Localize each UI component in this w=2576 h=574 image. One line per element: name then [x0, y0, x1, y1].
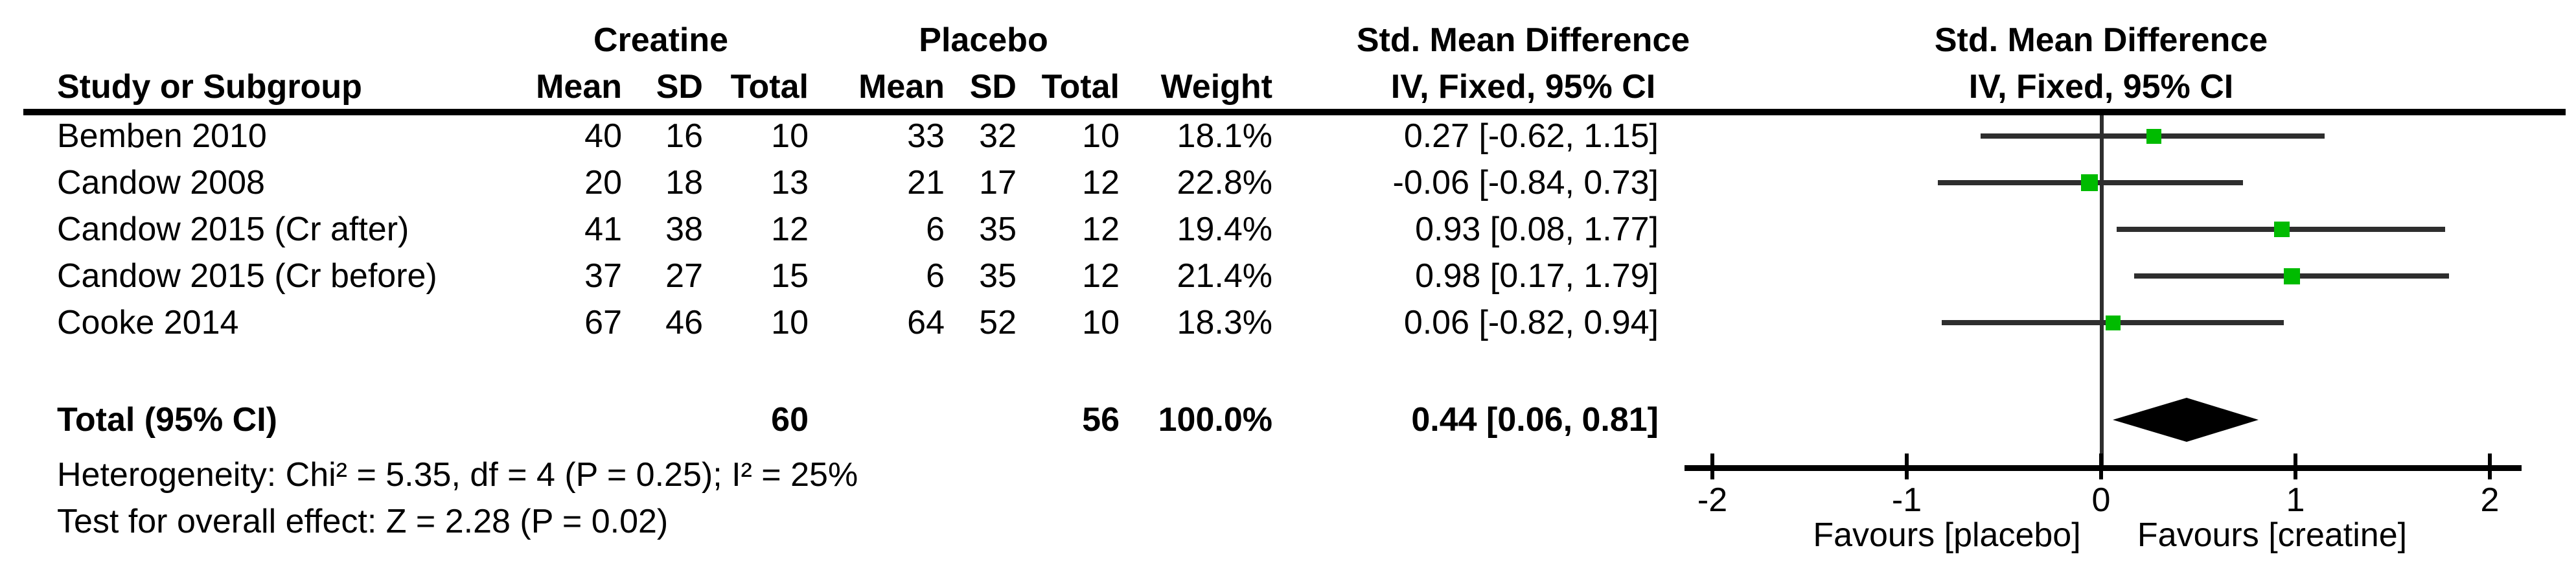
effect-estimate: 0.98 [0.17, 1.79] — [1415, 257, 1659, 295]
creatine-sd: 16 — [665, 117, 703, 155]
creatine-mean: 41 — [584, 211, 622, 248]
heterogeneity-stats: Heterogeneity: Chi² = 5.35, df = 4 (P = … — [57, 456, 858, 494]
weight-value: 18.3% — [1177, 304, 1272, 341]
x-axis-tick-label: 1 — [2286, 481, 2305, 519]
total-weight: 100.0% — [1158, 401, 1272, 439]
col-header-iv-text: IV, Fixed, 95% CI — [1390, 68, 1656, 106]
x-axis-line — [1685, 465, 2522, 471]
effect-square — [2081, 174, 2098, 191]
creatine-mean: 37 — [584, 257, 622, 295]
study-name: Candow 2015 (Cr after) — [57, 211, 409, 248]
placebo-mean: 6 — [926, 257, 945, 295]
placebo-total: 10 — [1082, 304, 1120, 341]
placebo-sd: 32 — [979, 117, 1017, 155]
smd-header-text-column: Std. Mean Difference — [1356, 21, 1690, 59]
study-name: Candow 2015 (Cr before) — [57, 257, 437, 295]
effect-estimate: -0.06 [-0.84, 0.73] — [1392, 164, 1659, 201]
col-header-placebo-mean: Mean — [858, 68, 945, 106]
placebo-sd: 35 — [979, 211, 1017, 248]
favours-left-label: Favours [placebo] — [1813, 516, 2081, 554]
total-creatine-n: 60 — [771, 401, 809, 439]
placebo-total: 12 — [1082, 164, 1120, 201]
effect-square — [2106, 316, 2121, 330]
placebo-sd: 35 — [979, 257, 1017, 295]
placebo-total: 12 — [1082, 257, 1120, 295]
zero-line — [2100, 115, 2104, 468]
creatine-total: 15 — [771, 257, 809, 295]
col-header-study: Study or Subgroup — [57, 68, 362, 106]
effect-square — [2274, 222, 2290, 237]
creatine-total: 10 — [771, 304, 809, 341]
overall-effect-test: Test for overall effect: Z = 2.28 (P = 0… — [57, 503, 669, 540]
col-header-creatine-mean: Mean — [536, 68, 622, 106]
placebo-sd: 17 — [979, 164, 1017, 201]
weight-value: 22.8% — [1177, 164, 1272, 201]
x-axis-tick — [1710, 453, 1714, 479]
x-axis-tick — [1905, 453, 1909, 479]
creatine-sd: 46 — [665, 304, 703, 341]
total-effect-estimate: 0.44 [0.06, 0.81] — [1411, 401, 1659, 439]
effect-estimate: 0.93 [0.08, 1.77] — [1415, 211, 1659, 248]
total-placebo-n: 56 — [1082, 401, 1120, 439]
effect-estimate: 0.06 [-0.82, 0.94] — [1403, 304, 1659, 341]
group-header-placebo: Placebo — [919, 21, 1048, 59]
x-axis-tick-label: -2 — [1697, 481, 1728, 519]
summary-diamond — [2113, 398, 2259, 442]
x-axis-tick-label: 2 — [2480, 481, 2500, 519]
placebo-sd: 52 — [979, 304, 1017, 341]
col-header-creatine-total: Total — [730, 68, 809, 106]
header-rule — [23, 109, 2566, 115]
placebo-mean: 6 — [926, 211, 945, 248]
x-axis-tick-label: 0 — [2091, 481, 2111, 519]
placebo-mean: 33 — [907, 117, 945, 155]
creatine-mean: 20 — [584, 164, 622, 201]
x-axis-tick-label: -1 — [1891, 481, 1922, 519]
placebo-mean: 21 — [907, 164, 945, 201]
placebo-total: 10 — [1082, 117, 1120, 155]
effect-square — [2284, 268, 2300, 284]
placebo-total: 12 — [1082, 211, 1120, 248]
x-axis-tick — [2099, 453, 2103, 479]
x-axis-tick — [2488, 453, 2492, 479]
creatine-total: 13 — [771, 164, 809, 201]
study-name: Bemben 2010 — [57, 117, 267, 155]
col-header-creatine-sd: SD — [656, 68, 703, 106]
effect-square — [2146, 129, 2161, 144]
weight-value: 18.1% — [1177, 117, 1272, 155]
x-axis-tick — [2294, 453, 2297, 479]
col-header-placebo-sd: SD — [969, 68, 1017, 106]
creatine-mean: 40 — [584, 117, 622, 155]
placebo-mean: 64 — [907, 304, 945, 341]
study-name: Cooke 2014 — [57, 304, 239, 341]
weight-value: 21.4% — [1177, 257, 1272, 295]
study-name: Candow 2008 — [57, 164, 265, 201]
favours-right-label: Favours [creatine] — [2137, 516, 2408, 554]
weight-value: 19.4% — [1177, 211, 1272, 248]
creatine-mean: 67 — [584, 304, 622, 341]
creatine-sd: 38 — [665, 211, 703, 248]
creatine-sd: 18 — [665, 164, 703, 201]
creatine-total: 12 — [771, 211, 809, 248]
col-header-placebo-total: Total — [1041, 68, 1120, 106]
group-header-creatine: Creatine — [593, 21, 729, 59]
effect-estimate: 0.27 [-0.62, 1.15] — [1403, 117, 1659, 155]
smd-header-plot-column: Std. Mean Difference — [1934, 21, 2268, 59]
creatine-sd: 27 — [665, 257, 703, 295]
total-row-label: Total (95% CI) — [57, 401, 277, 439]
col-header-iv-plot: IV, Fixed, 95% CI — [1968, 68, 2234, 106]
creatine-total: 10 — [771, 117, 809, 155]
col-header-weight: Weight — [1160, 68, 1272, 106]
